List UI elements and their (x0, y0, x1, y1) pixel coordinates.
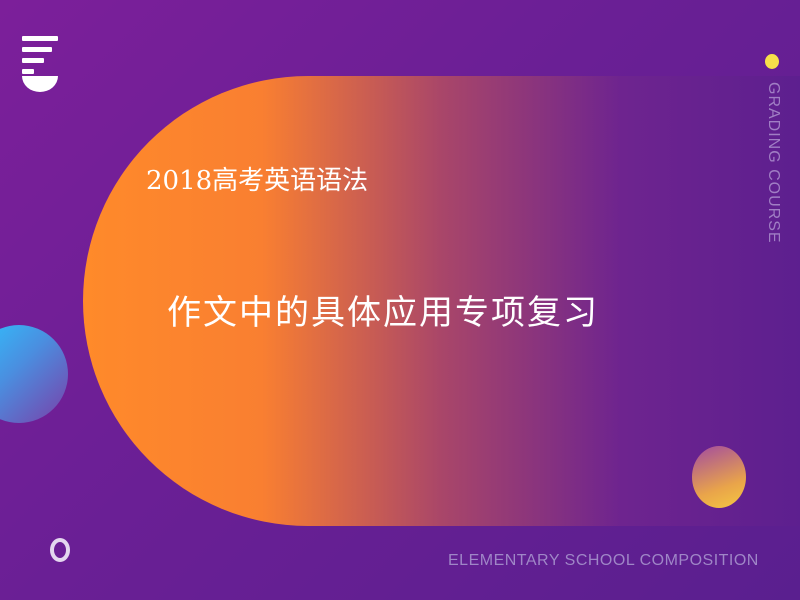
slide-subtitle: 2018高考英语语法 (146, 166, 369, 196)
stacked-lines-logo-icon (22, 36, 58, 92)
footer-text: ELEMENTARY SCHOOL COMPOSITION (448, 552, 759, 569)
blue-gradient-circle (0, 325, 68, 423)
yellow-dot (765, 54, 779, 69)
gradient-capsule (83, 76, 800, 526)
side-vertical-text: GRADING COURSE (765, 82, 782, 244)
slide-main-title: 作文中的具体应用专项复习 (167, 293, 599, 333)
white-ring-icon (50, 538, 70, 562)
gold-gradient-circle (692, 446, 746, 508)
